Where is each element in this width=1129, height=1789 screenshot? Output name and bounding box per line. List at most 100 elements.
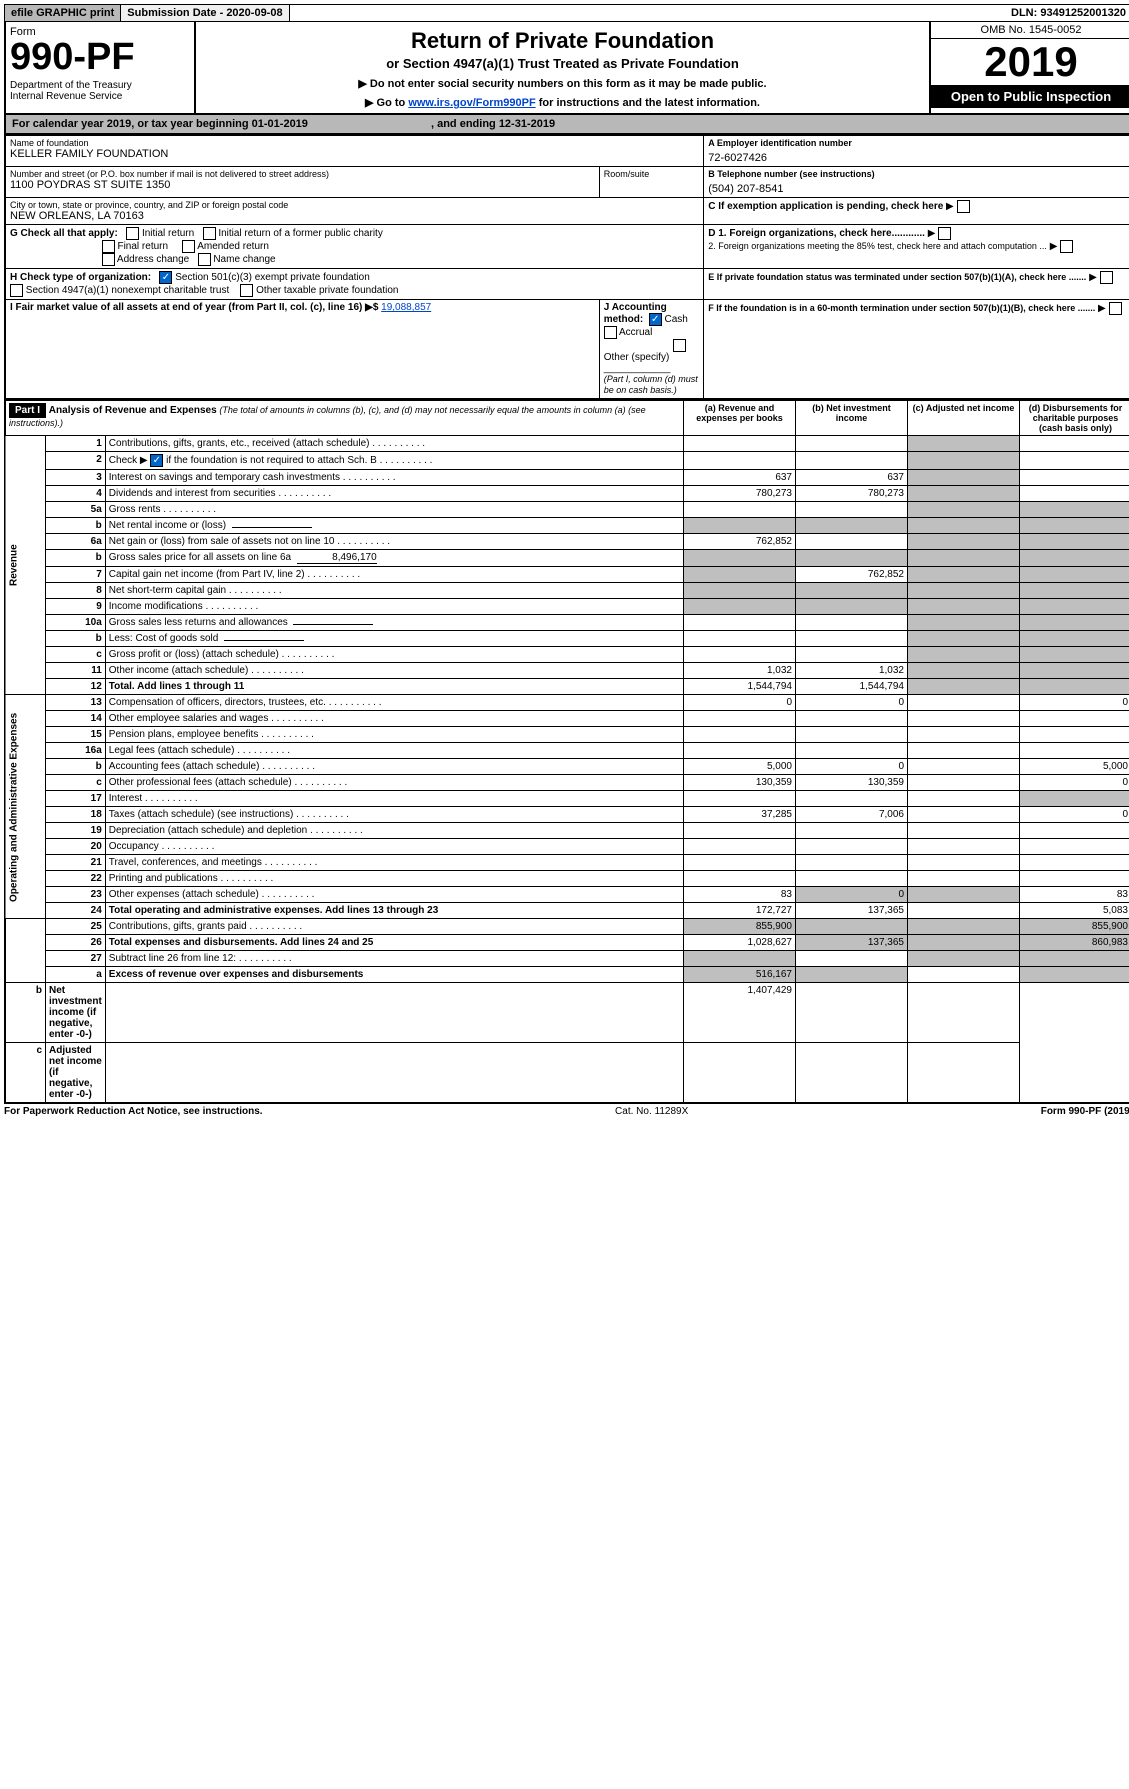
- cell-a: [684, 615, 796, 631]
- dept: Department of the Treasury: [10, 80, 190, 91]
- cell-a: [684, 452, 796, 470]
- cell-a: [684, 711, 796, 727]
- top-bar: efile GRAPHIC print Submission Date - 20…: [4, 4, 1129, 22]
- cell-d: [1020, 823, 1129, 839]
- cell-a: 762,852: [684, 534, 796, 550]
- cell-d: [1020, 631, 1129, 647]
- cell-c: [908, 919, 1020, 935]
- f-lbl: F If the foundation is in a 60-month ter…: [708, 303, 1095, 313]
- cell-b: [796, 839, 908, 855]
- row-desc: Contributions, gifts, grants paid: [105, 919, 683, 935]
- note-ssn: ▶ Do not enter social security numbers o…: [200, 77, 925, 90]
- row-num: b: [5, 983, 46, 1043]
- cell-d: [1020, 502, 1129, 518]
- j1-cb[interactable]: ✓: [649, 313, 662, 326]
- irs-link[interactable]: www.irs.gov/Form990PF: [408, 97, 535, 109]
- row-desc: Capital gain net income (from Part IV, l…: [105, 567, 683, 583]
- open-public: Open to Public Inspection: [931, 85, 1129, 108]
- footer: For Paperwork Reduction Act Notice, see …: [4, 1104, 1129, 1119]
- h1-cb[interactable]: ✓: [159, 271, 172, 284]
- row-desc: Total expenses and disbursements. Add li…: [105, 935, 683, 951]
- row-num: 21: [46, 855, 106, 871]
- g4-cb[interactable]: [182, 240, 195, 253]
- h3-cb[interactable]: [240, 284, 253, 297]
- part1-table: Part I Analysis of Revenue and Expenses …: [4, 400, 1129, 1104]
- row-desc: Interest on savings and temporary cash i…: [105, 470, 683, 486]
- cell-b: [796, 615, 908, 631]
- table-row: bAccounting fees (attach schedule) 5,000…: [5, 759, 1129, 775]
- row-num: 11: [46, 663, 106, 679]
- cell-a: [105, 983, 683, 1043]
- g3-cb[interactable]: [102, 240, 115, 253]
- cell-b: 1,544,794: [796, 679, 908, 695]
- row-num: 16a: [46, 743, 106, 759]
- cell-a: 637: [684, 470, 796, 486]
- cell-b: [796, 727, 908, 743]
- row-desc: Taxes (attach schedule) (see instruction…: [105, 807, 683, 823]
- schb-cb[interactable]: ✓: [150, 454, 163, 467]
- c-checkbox[interactable]: [957, 200, 970, 213]
- row-desc: Other employee salaries and wages: [105, 711, 683, 727]
- d1-lbl: D 1. Foreign organizations, check here..…: [708, 228, 925, 239]
- cell-b: 1,032: [796, 663, 908, 679]
- cell-d: 5,000: [1020, 759, 1129, 775]
- cell-b: [796, 919, 908, 935]
- cell-b: [796, 631, 908, 647]
- cell-b: 0: [796, 695, 908, 711]
- g2-cb[interactable]: [203, 227, 216, 240]
- cell-c: [908, 615, 1020, 631]
- row-desc: Net short-term capital gain: [105, 583, 683, 599]
- cell-a: [684, 583, 796, 599]
- g6: Name change: [213, 254, 275, 265]
- d2-cb[interactable]: [1060, 240, 1073, 253]
- cell-d: [1020, 518, 1129, 534]
- i-val[interactable]: 19,088,857: [381, 302, 431, 313]
- ein-lbl: A Employer identification number: [708, 138, 1127, 148]
- row-desc: Net investment income (if negative, ente…: [46, 983, 106, 1043]
- cell-d: [1020, 615, 1129, 631]
- cell-c: [908, 502, 1020, 518]
- e-lbl: E If private foundation status was termi…: [708, 272, 1086, 282]
- table-row: 19Depreciation (attach schedule) and dep…: [5, 823, 1129, 839]
- cell-b: 0: [796, 759, 908, 775]
- h2-cb[interactable]: [10, 284, 23, 297]
- row-num: 19: [46, 823, 106, 839]
- table-row: Revenue1Contributions, gifts, grants, et…: [5, 436, 1129, 452]
- table-row: bLess: Cost of goods sold: [5, 631, 1129, 647]
- row-num: 1: [46, 436, 106, 452]
- hdr-right: OMB No. 1545-0052 2019 Open to Public In…: [929, 22, 1129, 113]
- cell-b: 7,006: [796, 807, 908, 823]
- j3-cb[interactable]: [673, 339, 686, 352]
- i-lbl: I Fair market value of all assets at end…: [10, 302, 378, 313]
- row-desc: Occupancy: [105, 839, 683, 855]
- cell-d: [1020, 550, 1129, 567]
- cell-a: 5,000: [684, 759, 796, 775]
- ein: 72-6027426: [708, 152, 1127, 164]
- j2-cb[interactable]: [604, 326, 617, 339]
- e-cb[interactable]: [1100, 271, 1113, 284]
- form-title: Return of Private Foundation: [200, 28, 925, 54]
- cell-d: [1020, 855, 1129, 871]
- row-desc: Accounting fees (attach schedule): [105, 759, 683, 775]
- addr: 1100 POYDRAS ST SUITE 1350: [10, 179, 595, 191]
- g6-cb[interactable]: [198, 253, 211, 266]
- cell-c: [908, 855, 1020, 871]
- efile-label[interactable]: efile GRAPHIC print: [5, 5, 121, 21]
- cell-b: [684, 1043, 796, 1104]
- cell-c: [908, 823, 1020, 839]
- cell-b: [796, 711, 908, 727]
- f-cb[interactable]: [1109, 302, 1122, 315]
- d1-cb[interactable]: [938, 227, 951, 240]
- row-num: 20: [46, 839, 106, 855]
- cell-b: [796, 436, 908, 452]
- row-desc: Gross rents: [105, 502, 683, 518]
- table-row: 10aGross sales less returns and allowanc…: [5, 615, 1129, 631]
- cell-b: 137,365: [796, 903, 908, 919]
- row-desc: Contributions, gifts, grants, etc., rece…: [105, 436, 683, 452]
- cell-c: [908, 791, 1020, 807]
- g5-cb[interactable]: [102, 253, 115, 266]
- hdr-left: Form 990-PF Department of the Treasury I…: [6, 22, 196, 113]
- cell-a: [684, 631, 796, 647]
- g1-cb[interactable]: [126, 227, 139, 240]
- row-desc: Dividends and interest from securities: [105, 486, 683, 502]
